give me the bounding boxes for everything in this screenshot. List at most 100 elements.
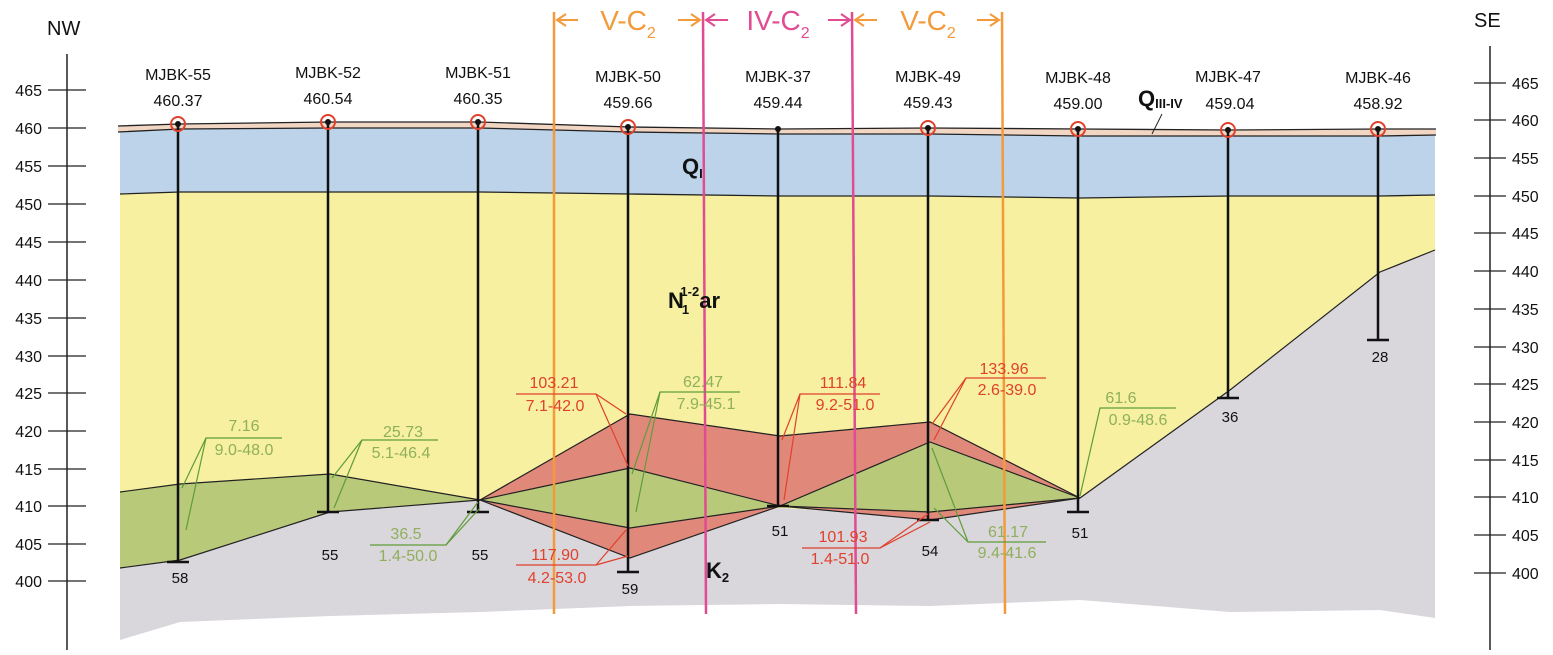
svg-text:2.6-39.0: 2.6-39.0 [978,382,1037,399]
direction-left: NW [47,18,80,40]
well-name: MJBK-52 [295,65,361,82]
callout-green-5: 61.6 0.9-48.6 [1079,390,1176,497]
left-tick-label: 400 [15,574,42,591]
well-mjbk-55: MJBK-55 460.37 58 [145,67,211,587]
well-head-dot [475,119,481,125]
svg-text:111.84: 111.84 [820,375,867,392]
well-elevation: 460.54 [304,91,353,108]
svg-text:25.73: 25.73 [383,424,423,441]
svg-text:1.4-50.0: 1.4-50.0 [379,548,438,565]
well-elevation: 460.35 [454,91,503,108]
left-tick-label: 410 [15,499,42,516]
well-elevation: 459.43 [904,95,953,112]
zone-line-3 [850,11,858,615]
left-tick-label: 435 [15,311,42,328]
well-name: MJBK-37 [745,69,811,86]
well-mjbk-47: MJBK-47 459.04 36 [1195,69,1261,426]
wells: MJBK-55 460.37 58 MJBK-52 460.54 55 MJBK-51 460… [145,65,1411,598]
left-tick-label: 415 [15,462,42,479]
well-head-dot [925,125,931,131]
svg-text:117.90: 117.90 [531,547,579,564]
callout-green-2: 25.73 5.1-46.4 [331,424,438,509]
layer-label-k2: K2 [706,558,729,585]
left-tick-label: 455 [15,159,42,176]
well-head-dot [625,124,631,130]
well-depth: 54 [922,543,939,560]
well-depth: 36 [1222,409,1239,426]
svg-text:62.47: 62.47 [683,374,723,391]
well-head-marker [1220,122,1236,138]
well-head-marker [1070,121,1086,137]
left-tick-label: 430 [15,349,42,366]
well-depth: 59 [622,581,639,598]
callout-red-1: 103.21 7.1-42.0 [516,375,629,467]
well-name: MJBK-48 [1045,70,1111,87]
callout-red-4: 101.93 1.4-51.0 [802,513,931,568]
right-tick-label: 430 [1512,340,1539,357]
well-head-dot [325,119,331,125]
svg-text:5.1-46.4: 5.1-46.4 [372,445,431,462]
zone-label-2: IV-C2 [746,5,809,42]
boundary-q1-top [117,127,1437,137]
well-mjbk-50: MJBK-50 459.66 59 [595,69,661,598]
well-head-marker [1370,121,1386,137]
well-head-marker [920,120,936,136]
well-elevation: 459.44 [754,95,803,112]
well-elevation: 459.66 [604,95,653,112]
svg-text:7.1-42.0: 7.1-42.0 [526,398,585,415]
well-depth: 55 [472,547,489,564]
well-name: MJBK-51 [445,65,511,82]
zone-arrow-1 [555,13,702,27]
well-depth: 51 [772,523,789,540]
svg-text:61.17: 61.17 [988,524,1028,541]
well-head-dot [775,126,781,132]
svg-text:101.93: 101.93 [819,529,868,546]
svg-text:7.9-45.1: 7.9-45.1 [677,396,736,413]
right-tick-label: 460 [1512,113,1539,130]
svg-text:9.0-48.0: 9.0-48.0 [215,442,274,459]
right-tick-label: 420 [1512,415,1539,432]
well-head-marker [320,114,336,130]
well-head-dot [1225,127,1231,133]
well-elevation: 459.00 [1054,96,1103,113]
left-tick-label: 420 [15,424,42,441]
svg-text:36.5: 36.5 [390,526,421,543]
left-tick-label: 440 [15,273,42,290]
right-tick-label: 445 [1512,226,1539,243]
well-name: MJBK-46 [1345,70,1411,87]
left-axis-ticks: 465 460 455 450 445 440 435 430 425 420 415 410 405 4… [15,83,86,591]
zone-line-2 [701,11,708,615]
right-tick-label: 435 [1512,302,1539,319]
layer-label-n: N11-2ar [668,284,720,317]
well-head-marker [170,116,186,132]
svg-text:133.96: 133.96 [980,361,1029,378]
callout-red-2: 117.90 4.2-53.0 [516,529,629,587]
callout-green-6: 61.17 9.4-41.6 [931,447,1046,562]
boundary-q1-neogene [119,191,1436,199]
well-name: MJBK-47 [1195,69,1261,86]
right-tick-label: 425 [1512,377,1539,394]
svg-text:103.21: 103.21 [530,375,579,392]
well-mjbk-48: MJBK-48 459.00 51 [1045,70,1111,542]
callout-green-4: 62.47 7.9-45.1 [631,374,740,513]
right-tick-label: 400 [1512,566,1539,583]
well-mjbk-49: MJBK-49 459.43 54 [895,69,961,560]
zone-line-4 [1000,11,1007,615]
well-mjbk-51: MJBK-51 460.35 55 [445,65,511,564]
q34-leader [1151,113,1163,135]
callout-green-3: 36.5 1.4-50.0 [370,501,481,565]
zone-label-3: V-C2 [900,5,956,42]
right-tick-label: 440 [1512,264,1539,281]
well-head-dot [1075,126,1081,132]
left-tick-label: 445 [15,235,42,252]
well-mjbk-46: MJBK-46 458.92 28 [1345,70,1411,366]
well-name: MJBK-49 [895,69,961,86]
callout-red-5: 133.96 2.6-39.0 [931,361,1046,441]
well-head-marker [620,119,636,135]
zone-arrow-3 [853,13,1001,27]
left-tick-label: 405 [15,537,42,554]
well-depth: 28 [1372,349,1389,366]
svg-text:0.9-48.6: 0.9-48.6 [1109,412,1168,429]
well-name: MJBK-50 [595,69,661,86]
